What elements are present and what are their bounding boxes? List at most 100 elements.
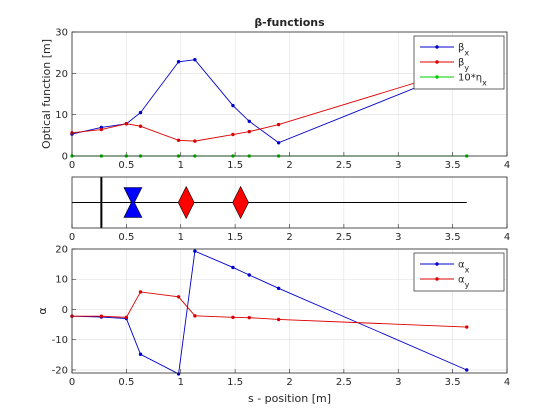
beta-legend-box <box>413 35 505 90</box>
alpha-x-tick-label: 4 <box>504 377 510 388</box>
alpha-legend-marker-0 <box>435 262 439 266</box>
alpha-legend-label-0: αx <box>458 260 470 275</box>
beta-series-1-point <box>193 139 197 143</box>
beta-series-1-point <box>99 127 104 132</box>
beta-series-0-point <box>193 57 197 62</box>
alpha-series-0-point <box>193 249 197 253</box>
beta-functions-panel: β-functions Optical function [m] 0 0.5 1 1.… <box>40 16 510 171</box>
beta-x-tick-label: 3 <box>395 160 401 171</box>
lattice-x-tick-label: 0.5 <box>118 232 134 243</box>
lattice-x-tick-label: 1.5 <box>227 232 243 243</box>
beta-y-tick-label: 0 <box>62 152 68 163</box>
beta-axes-frame <box>71 31 508 157</box>
beta-series-line-0 <box>71 59 467 144</box>
lattice-focusing-quadrupole <box>232 185 249 220</box>
beta-y-tick-label: 20 <box>55 69 68 80</box>
lattice-x-tick-label: 2.5 <box>336 232 352 243</box>
beta-x-tick-label: 0.5 <box>118 160 134 171</box>
alpha-y-tick-label: 0 <box>62 305 68 316</box>
beta-y-axis-label: Optical function [m] <box>40 39 53 149</box>
lattice-panel: 0 0.5 1 1.5 2 2.5 3 3.5 4 <box>69 176 510 243</box>
alpha-series-1-point <box>247 315 251 320</box>
legend-label-main: 10*η <box>458 73 482 84</box>
legend-label-subscript: y <box>464 63 469 72</box>
alpha-y-tick-label: -20 <box>52 365 68 376</box>
beta-legend-marker-1 <box>435 60 439 64</box>
lattice-plot-area: 0 0.5 1 1.5 2 2.5 3 3.5 4 <box>69 176 510 243</box>
lattice-x-tick-label: 2 <box>286 232 292 243</box>
alpha-series-line-1 <box>72 291 467 328</box>
beta-legend-label-0: βx <box>458 43 469 58</box>
alpha-series-1-point <box>176 295 181 299</box>
legend-label-subscript: x <box>465 265 470 274</box>
alpha-series-0-point <box>276 286 281 291</box>
lattice-x-tick-label: 3.5 <box>445 232 461 243</box>
alpha-x-tick-label: 0 <box>69 377 75 388</box>
beta-series-1-point <box>138 124 143 128</box>
legend-label-subscript: y <box>465 280 470 289</box>
beta-series-0-point <box>138 110 143 115</box>
beta-x-tick-label: 0 <box>69 160 75 171</box>
beta-y-tick-label: 30 <box>55 28 68 39</box>
alpha-series-line-0 <box>71 250 467 375</box>
legend-label-main: α <box>458 275 465 286</box>
legend-label-main: β <box>458 43 464 54</box>
alpha-legend-box <box>413 252 505 292</box>
beta-series-1-point <box>124 122 129 126</box>
alpha-x-tick-label: 1 <box>178 377 184 388</box>
alpha-axes-frame <box>71 248 508 374</box>
alpha-y-tick-label: -10 <box>52 335 68 346</box>
beta-series-0-point <box>231 103 235 108</box>
alpha-series-0-point <box>231 265 235 270</box>
alpha-y-tick-label: 20 <box>55 245 68 256</box>
alpha-series-1-point <box>99 314 104 318</box>
lattice-x-tick-label: 1 <box>178 232 184 243</box>
alpha-series-1-point <box>138 290 143 294</box>
beta-series-1-point <box>231 132 235 137</box>
alpha-series-1-point <box>124 315 129 320</box>
lattice-x-tick-label: 3 <box>395 232 401 243</box>
beta-series-1-point <box>276 122 281 127</box>
alpha-y-axis-label: α <box>36 307 49 314</box>
beta-x-tick-label: 1.5 <box>227 160 243 171</box>
legend-label-subscript: x <box>464 48 469 57</box>
beta-chart-title: β-functions <box>254 16 325 29</box>
alpha-x-tick-label: 2.5 <box>336 377 352 388</box>
alpha-x-tick-label: 1.5 <box>227 377 243 388</box>
alpha-x-axis-label: s - position [m] <box>248 392 331 405</box>
beta-series-0-point <box>176 60 181 64</box>
alpha-series-1-point <box>193 314 197 318</box>
beta-series-0-point <box>247 119 251 123</box>
beta-legend-marker-0 <box>435 45 439 49</box>
alpha-x-tick-label: 0.5 <box>118 377 134 388</box>
lattice-focusing-quadrupole <box>177 185 195 220</box>
alpha-series-0-point <box>465 368 469 372</box>
alpha-series-1-point <box>465 325 469 329</box>
alpha-x-tick-label: 3 <box>395 377 401 388</box>
alpha-x-tick-label: 3.5 <box>445 377 461 388</box>
beta-series-1-point <box>176 138 181 142</box>
beta-legend-label-2: 10*ηx <box>458 73 487 88</box>
alpha-x-tick-label: 2 <box>286 377 292 388</box>
beta-legend-label-1: βy <box>458 58 469 73</box>
alpha-series-1-point <box>231 315 235 320</box>
alpha-series-0-point <box>247 273 251 277</box>
legend-label-subscript: x <box>482 78 487 87</box>
beta-x-tick-label: 1 <box>178 160 184 171</box>
alpha-legend-label-1: αy <box>458 275 470 290</box>
beta-series-line-1 <box>71 66 467 142</box>
legend-label-main: α <box>458 260 465 271</box>
beta-y-tick-label: 10 <box>55 110 68 121</box>
beta-x-tick-label: 2 <box>286 160 292 171</box>
alpha-functions-panel: α s - position [m] 0 0.5 1 1.5 2 2.5 3 3.5 4 -20 -… <box>36 245 510 406</box>
lattice-x-tick-label: 4 <box>504 232 510 243</box>
beta-series-1-point <box>247 129 251 134</box>
lattice-defocusing-quadrupole <box>123 187 143 218</box>
alpha-legend-marker-1 <box>435 277 439 281</box>
beta-x-tick-label: 4 <box>504 160 510 171</box>
alpha-series-0-point <box>138 352 143 356</box>
beta-x-tick-label: 3.5 <box>445 160 461 171</box>
beta-legend-marker-2 <box>435 75 439 79</box>
